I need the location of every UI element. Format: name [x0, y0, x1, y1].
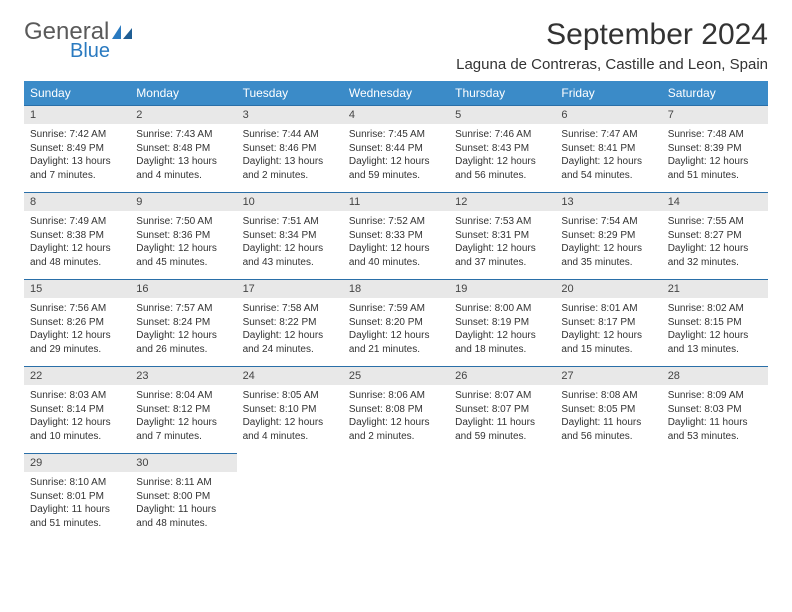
day-info: Sunrise: 8:04 AMSunset: 8:12 PMDaylight:… — [130, 385, 236, 454]
calendar-table: SundayMondayTuesdayWednesdayThursdayFrid… — [24, 81, 768, 540]
day-info: Sunrise: 8:09 AMSunset: 8:03 PMDaylight:… — [662, 385, 768, 454]
day-info: Sunrise: 7:50 AMSunset: 8:36 PMDaylight:… — [130, 211, 236, 280]
day-number: 8 — [24, 193, 130, 212]
day-number: 23 — [130, 367, 236, 386]
day-number: 1 — [24, 106, 130, 125]
dow-header: Tuesday — [237, 81, 343, 106]
day-number: 25 — [343, 367, 449, 386]
day-number: 26 — [449, 367, 555, 386]
day-number: 6 — [555, 106, 661, 125]
brand-logo: General Blue — [24, 18, 133, 46]
day-number: 13 — [555, 193, 661, 212]
day-number: 30 — [130, 454, 236, 473]
day-info: Sunrise: 8:05 AMSunset: 8:10 PMDaylight:… — [237, 385, 343, 454]
day-info — [343, 472, 449, 540]
brand-name-2: Blue — [70, 40, 110, 63]
day-number: 14 — [662, 193, 768, 212]
day-number — [237, 454, 343, 473]
day-info: Sunrise: 7:47 AMSunset: 8:41 PMDaylight:… — [555, 124, 661, 193]
day-info: Sunrise: 7:54 AMSunset: 8:29 PMDaylight:… — [555, 211, 661, 280]
day-info — [555, 472, 661, 540]
day-number: 18 — [343, 280, 449, 299]
day-info: Sunrise: 8:10 AMSunset: 8:01 PMDaylight:… — [24, 472, 130, 540]
day-number — [555, 454, 661, 473]
day-info: Sunrise: 8:02 AMSunset: 8:15 PMDaylight:… — [662, 298, 768, 367]
day-info: Sunrise: 8:03 AMSunset: 8:14 PMDaylight:… — [24, 385, 130, 454]
day-number: 3 — [237, 106, 343, 125]
day-number: 22 — [24, 367, 130, 386]
sail-icon — [111, 24, 133, 40]
dow-header: Saturday — [662, 81, 768, 106]
day-info: Sunrise: 7:55 AMSunset: 8:27 PMDaylight:… — [662, 211, 768, 280]
day-info: Sunrise: 8:01 AMSunset: 8:17 PMDaylight:… — [555, 298, 661, 367]
day-info: Sunrise: 7:51 AMSunset: 8:34 PMDaylight:… — [237, 211, 343, 280]
dow-header: Thursday — [449, 81, 555, 106]
dow-header: Monday — [130, 81, 236, 106]
day-info: Sunrise: 7:52 AMSunset: 8:33 PMDaylight:… — [343, 211, 449, 280]
dow-header: Friday — [555, 81, 661, 106]
day-number: 15 — [24, 280, 130, 299]
day-number: 4 — [343, 106, 449, 125]
day-info: Sunrise: 8:07 AMSunset: 8:07 PMDaylight:… — [449, 385, 555, 454]
day-number: 2 — [130, 106, 236, 125]
dow-header: Sunday — [24, 81, 130, 106]
month-title: September 2024 — [456, 18, 768, 52]
day-info: Sunrise: 7:53 AMSunset: 8:31 PMDaylight:… — [449, 211, 555, 280]
day-number: 9 — [130, 193, 236, 212]
day-number: 17 — [237, 280, 343, 299]
day-info: Sunrise: 7:48 AMSunset: 8:39 PMDaylight:… — [662, 124, 768, 193]
day-info: Sunrise: 7:58 AMSunset: 8:22 PMDaylight:… — [237, 298, 343, 367]
day-number: 11 — [343, 193, 449, 212]
day-info: Sunrise: 7:59 AMSunset: 8:20 PMDaylight:… — [343, 298, 449, 367]
day-number: 28 — [662, 367, 768, 386]
day-number — [449, 454, 555, 473]
day-number: 5 — [449, 106, 555, 125]
day-info: Sunrise: 7:45 AMSunset: 8:44 PMDaylight:… — [343, 124, 449, 193]
day-number: 12 — [449, 193, 555, 212]
day-info: Sunrise: 8:11 AMSunset: 8:00 PMDaylight:… — [130, 472, 236, 540]
day-info: Sunrise: 7:46 AMSunset: 8:43 PMDaylight:… — [449, 124, 555, 193]
day-info: Sunrise: 8:06 AMSunset: 8:08 PMDaylight:… — [343, 385, 449, 454]
day-number: 19 — [449, 280, 555, 299]
day-number: 29 — [24, 454, 130, 473]
day-number: 7 — [662, 106, 768, 125]
day-info: Sunrise: 7:42 AMSunset: 8:49 PMDaylight:… — [24, 124, 130, 193]
dow-header: Wednesday — [343, 81, 449, 106]
day-info — [237, 472, 343, 540]
day-number — [343, 454, 449, 473]
day-number: 27 — [555, 367, 661, 386]
day-info: Sunrise: 7:44 AMSunset: 8:46 PMDaylight:… — [237, 124, 343, 193]
day-number: 21 — [662, 280, 768, 299]
location-text: Laguna de Contreras, Castille and Leon, … — [456, 56, 768, 73]
day-number: 24 — [237, 367, 343, 386]
day-number — [662, 454, 768, 473]
day-info: Sunrise: 8:08 AMSunset: 8:05 PMDaylight:… — [555, 385, 661, 454]
day-number: 20 — [555, 280, 661, 299]
day-number: 16 — [130, 280, 236, 299]
day-info: Sunrise: 7:57 AMSunset: 8:24 PMDaylight:… — [130, 298, 236, 367]
day-info — [662, 472, 768, 540]
day-info — [449, 472, 555, 540]
day-number: 10 — [237, 193, 343, 212]
day-info: Sunrise: 7:43 AMSunset: 8:48 PMDaylight:… — [130, 124, 236, 193]
day-info: Sunrise: 7:49 AMSunset: 8:38 PMDaylight:… — [24, 211, 130, 280]
day-info: Sunrise: 8:00 AMSunset: 8:19 PMDaylight:… — [449, 298, 555, 367]
day-info: Sunrise: 7:56 AMSunset: 8:26 PMDaylight:… — [24, 298, 130, 367]
